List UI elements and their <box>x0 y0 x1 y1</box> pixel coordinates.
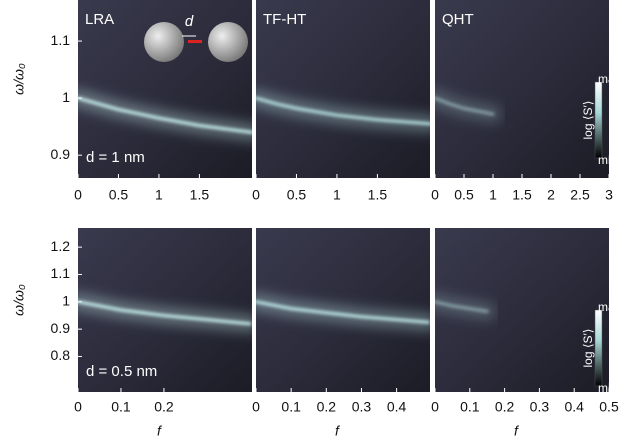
x-tick-label: 2.5 <box>570 187 590 203</box>
x-tick-label: 0.1 <box>460 399 480 415</box>
ridge <box>435 96 495 116</box>
colorbar-min: min <box>598 381 617 395</box>
x-tick-label: 1 <box>155 187 163 203</box>
colorbar <box>594 81 603 159</box>
plot-area <box>256 89 430 133</box>
x-tick-label: 1 <box>333 187 341 203</box>
x-tick-label: 0.2 <box>154 399 174 415</box>
y-tick-label: 1 <box>62 89 70 105</box>
x-axis-label: f <box>157 423 163 439</box>
x-tick-label: 1.5 <box>190 187 210 203</box>
y-axis-label: ω/ω₀ <box>11 284 27 316</box>
inset-label: d <box>185 13 194 30</box>
y-tick-label: 1.2 <box>51 238 71 254</box>
x-tick-label: 0 <box>252 187 260 203</box>
panel-title: LRA <box>85 11 114 28</box>
panel: 0 0.1 0.2 0.3 0.4 f <box>252 228 430 439</box>
colorbar-max: max <box>598 72 621 86</box>
x-tick-label: 0.3 <box>530 399 550 415</box>
plot-area <box>435 89 502 124</box>
x-axis-label: f <box>335 423 341 439</box>
colorbar-max: max <box>598 300 621 314</box>
x-tick-label: 0 <box>431 187 439 203</box>
x-tick-label: 0.4 <box>387 399 407 415</box>
x-tick-label: 0 <box>74 399 82 415</box>
y-tick-label: 0.9 <box>51 320 71 336</box>
panel: LRA d = 1 nm d 0 0.5 1 1.5 0.9 1 1.1 ω/ω₀ <box>11 0 252 203</box>
sphere <box>144 22 184 62</box>
y-tick-label: 1.1 <box>51 265 71 281</box>
x-tick-label: 0.3 <box>352 399 372 415</box>
y-tick-label: 1 <box>62 293 70 309</box>
x-tick-label: 0.5 <box>109 187 129 203</box>
annotation: d = 0.5 nm <box>86 363 157 380</box>
x-tick-label: 0.5 <box>599 399 619 415</box>
x-tick-label: 0.2 <box>495 399 515 415</box>
y-tick-label: 1.1 <box>51 32 71 48</box>
y-tick-label: 0.9 <box>51 146 71 162</box>
colorbar-min: min <box>598 153 617 167</box>
panel-title: QHT <box>442 11 474 28</box>
sphere <box>208 22 248 62</box>
heatmap-background <box>435 0 609 178</box>
x-tick-label: 0.4 <box>564 399 584 415</box>
ridge <box>256 96 430 126</box>
x-tick-label: 0.5 <box>287 187 307 203</box>
panel: d = 0.5 nm 0 0.1 0.2 0.8 0.9 1 1.1 1.2 ω/ω₀ f <box>11 228 252 439</box>
y-axis-label: ω/ω₀ <box>11 63 27 95</box>
x-tick-label: 0 <box>252 399 260 415</box>
ridge <box>78 96 252 134</box>
plot-area <box>256 292 430 332</box>
heatmap-background <box>256 0 430 178</box>
plot-area <box>78 292 252 333</box>
colorbar-label: log ⟨S′⟩ <box>581 329 595 368</box>
x-axis-label: f <box>514 423 520 439</box>
panel-title: TF-HT <box>263 11 306 28</box>
annotation: d = 1 nm <box>86 149 145 166</box>
ridge <box>78 300 252 326</box>
x-tick-label: 0.5 <box>454 187 474 203</box>
ridge <box>435 300 489 313</box>
x-tick-label: 0 <box>74 187 82 203</box>
colorbar-label: log ⟨S′⟩ <box>581 101 595 140</box>
x-tick-label: 3 <box>605 187 613 203</box>
x-tick-label: 0.1 <box>281 399 301 415</box>
plot-area <box>435 292 497 321</box>
x-tick-label: 1 <box>489 187 497 203</box>
x-tick-label: 1.5 <box>512 187 532 203</box>
red-marker <box>188 40 202 43</box>
panel: TF-HT 0 0.5 1 1.5 <box>252 0 430 203</box>
x-tick-label: 2 <box>547 187 555 203</box>
x-tick-label: 1.5 <box>368 187 388 203</box>
ridge <box>256 300 430 324</box>
colorbar <box>594 309 603 387</box>
x-tick-label: 0.1 <box>111 399 131 415</box>
y-tick-label: 0.8 <box>51 347 71 363</box>
x-tick-label: 0.2 <box>317 399 337 415</box>
plot-area <box>78 89 252 142</box>
x-tick-label: 0 <box>431 399 439 415</box>
